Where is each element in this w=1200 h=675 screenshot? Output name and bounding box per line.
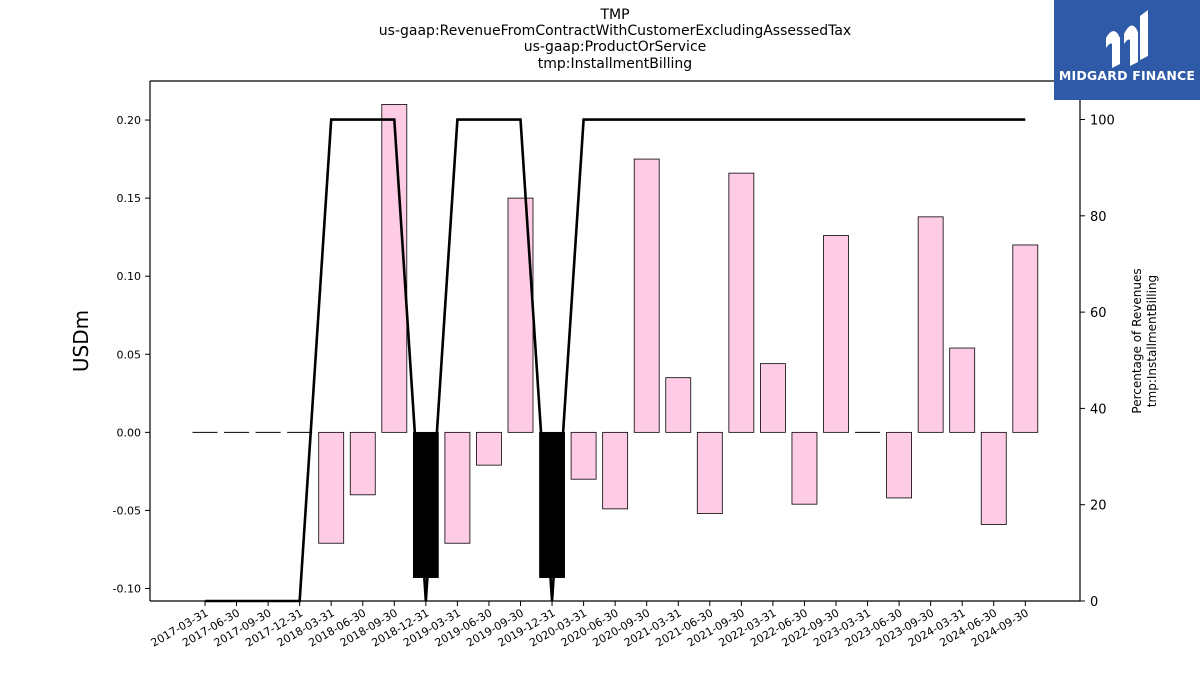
bar-2020-03-31: [570, 431, 597, 480]
bar-2018-09-30: [381, 104, 408, 433]
y-tick-label: -0.05: [113, 504, 141, 517]
bar-2023-09-30: [917, 216, 944, 433]
bar-2018-03-31: [318, 431, 345, 544]
y2-tick-label: 60: [1090, 306, 1107, 321]
y2-tick-label: 0: [1090, 595, 1098, 610]
y2-tick-label: 100: [1090, 114, 1115, 129]
midgard-finance-logo: MIDGARD FINANCE: [1054, 0, 1200, 100]
chart-title-line-1: TMP: [600, 7, 630, 23]
y2-tick-label: 20: [1090, 499, 1107, 514]
y2-axis-label-line-1: Percentage of Revenues: [1130, 268, 1144, 413]
bar-2018-06-30: [349, 431, 376, 496]
y-tick-label: -0.10: [113, 583, 141, 596]
bar-2022-03-31: [760, 363, 786, 433]
chart-title-line-4: tmp:InstallmentBilling: [537, 56, 693, 72]
y-tick-label: 0.15: [117, 192, 142, 205]
logo-text: MIDGARD FINANCE: [1058, 68, 1196, 83]
bar-2020-09-30: [633, 158, 660, 433]
bar-2024-03-31: [949, 347, 976, 433]
bar-2021-06-30: [696, 431, 723, 514]
bar-2022-06-30: [791, 431, 818, 505]
chart-title-line-3: us-gaap:ProductOrService: [523, 39, 707, 55]
y2-axis-label-line-2: tmp:InstallmentBilling: [1145, 275, 1159, 407]
bar-2022-09-30: [823, 235, 849, 433]
chart-title-line-2: us-gaap:RevenueFromContractWithCustomerE…: [378, 23, 852, 39]
bar-2021-03-31: [665, 377, 692, 433]
y-axis-label: USDm: [69, 310, 93, 372]
bar-2021-09-30: [728, 172, 755, 433]
bar-2024-06-30: [980, 431, 1007, 525]
percentage-line: [205, 118, 1026, 603]
y-tick-label: 0.05: [117, 348, 142, 361]
midgard-logo-icon: [1106, 10, 1148, 68]
bar-2020-06-30: [602, 431, 629, 510]
bar-2019-03-31: [444, 431, 471, 544]
bar-2019-06-30: [476, 431, 502, 466]
y-tick-label: 0.20: [117, 114, 142, 127]
bar-2024-09-30: [1012, 244, 1039, 433]
y-tick-label: 0.00: [117, 426, 142, 439]
y2-tick-label: 40: [1090, 402, 1107, 417]
bar-2023-06-30: [886, 431, 912, 499]
y2-tick-label: 80: [1090, 210, 1107, 225]
y-tick-label: 0.10: [117, 270, 142, 283]
